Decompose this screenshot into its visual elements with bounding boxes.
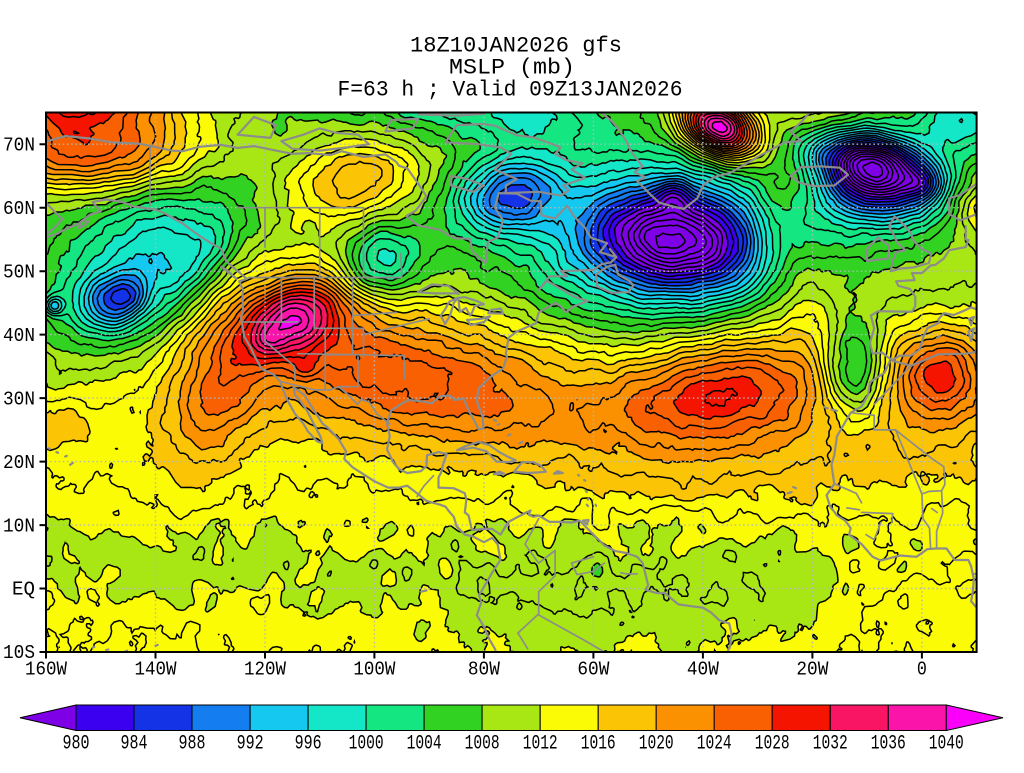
svg-text:18Z10JAN2026 gfs: 18Z10JAN2026 gfs: [410, 34, 622, 59]
svg-text:MSLP (mb): MSLP (mb): [449, 56, 575, 81]
svg-text:1008: 1008: [465, 733, 500, 756]
svg-text:1020: 1020: [639, 733, 674, 756]
svg-text:40W: 40W: [687, 659, 719, 681]
svg-text:996: 996: [295, 733, 322, 756]
svg-text:1004: 1004: [407, 733, 442, 756]
svg-text:70N: 70N: [3, 134, 35, 156]
svg-text:992: 992: [237, 733, 264, 756]
svg-text:EQ: EQ: [12, 579, 35, 601]
svg-text:30N: 30N: [3, 388, 35, 410]
svg-text:60N: 60N: [3, 198, 35, 220]
svg-text:1024: 1024: [697, 733, 732, 756]
svg-text:1016: 1016: [581, 733, 616, 756]
svg-text:100W: 100W: [353, 659, 395, 681]
svg-text:980: 980: [63, 733, 90, 756]
svg-text:120W: 120W: [244, 659, 286, 681]
svg-text:20N: 20N: [3, 452, 35, 474]
svg-text:140W: 140W: [135, 659, 177, 681]
svg-text:0: 0: [917, 659, 927, 681]
svg-text:1028: 1028: [755, 733, 790, 756]
svg-text:1000: 1000: [349, 733, 384, 756]
svg-text:F=63 h ; Valid 09Z13JAN2026: F=63 h ; Valid 09Z13JAN2026: [338, 78, 683, 103]
svg-text:80W: 80W: [468, 659, 500, 681]
svg-text:160W: 160W: [25, 659, 67, 681]
svg-text:10S: 10S: [3, 642, 35, 664]
svg-text:1040: 1040: [929, 733, 964, 756]
svg-text:1036: 1036: [871, 733, 906, 756]
svg-text:60W: 60W: [577, 659, 609, 681]
svg-text:1032: 1032: [813, 733, 848, 756]
svg-text:40N: 40N: [3, 325, 35, 347]
svg-text:1012: 1012: [523, 733, 558, 756]
svg-text:10N: 10N: [3, 515, 35, 537]
svg-text:50N: 50N: [3, 261, 35, 283]
svg-text:20W: 20W: [796, 659, 828, 681]
svg-text:988: 988: [179, 733, 206, 756]
svg-text:984: 984: [121, 733, 148, 756]
